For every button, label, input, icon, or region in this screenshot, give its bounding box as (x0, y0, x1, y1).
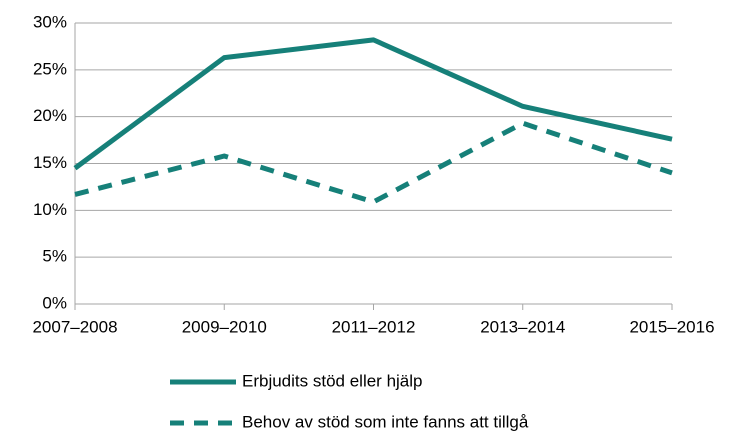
series-line (73, 37, 673, 171)
x-tick-label: 2011–2012 (332, 317, 416, 336)
series-line (74, 120, 673, 205)
x-tick-label: 2013–2014 (480, 317, 565, 336)
x-tick-label: 2007–2008 (32, 317, 117, 336)
x-tick-label: 2015–2016 (629, 317, 714, 336)
legend-label: Erbjudits stöd eller hjälp (242, 371, 422, 390)
legend-label: Behov av stöd som inte fanns att tillgå (242, 412, 529, 431)
x-tick-label: 2009–2010 (182, 317, 267, 336)
y-tick-label: 5% (42, 247, 67, 266)
y-tick-label: 20% (33, 106, 67, 125)
y-tick-label: 30% (33, 12, 67, 31)
y-tick-label: 15% (33, 153, 67, 172)
y-tick-label: 25% (33, 59, 67, 78)
y-tick-label: 0% (42, 293, 67, 312)
y-tick-label: 10% (33, 200, 67, 219)
